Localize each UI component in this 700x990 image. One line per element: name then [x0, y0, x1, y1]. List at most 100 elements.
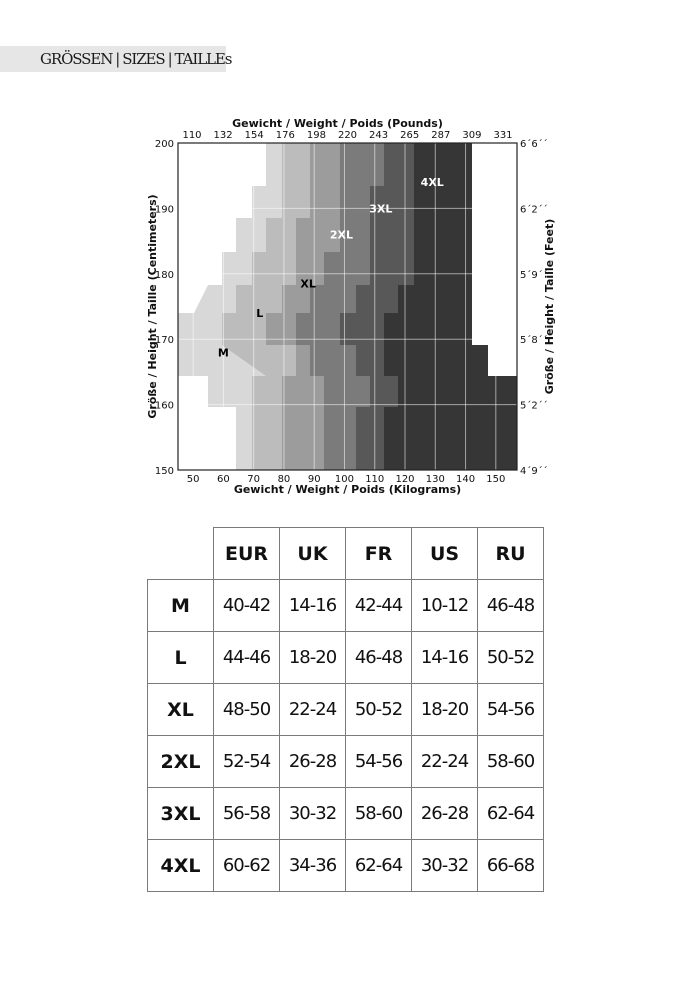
column-header-fr: FR: [345, 527, 412, 580]
x-tick-label-top: 132: [214, 130, 233, 141]
size-region-label: 2XL: [330, 229, 353, 242]
table-row: XL 48-50 22-24 50-52 18-20 54-56: [147, 683, 544, 736]
table-cell: 58-60: [477, 735, 544, 788]
chart-empty-area: [472, 143, 517, 376]
table-cell: 40-42: [213, 579, 280, 632]
size-region-label: L: [256, 307, 263, 320]
table-cell: 14-16: [411, 631, 478, 684]
table-cell: 54-56: [477, 683, 544, 736]
table-row: 4XL 60-62 34-36 62-64 30-32 66-68: [147, 839, 544, 892]
table-cell: 50-52: [477, 631, 544, 684]
column-header-eur: EUR: [213, 527, 280, 580]
x-tick-label: 70: [247, 474, 260, 485]
y-tick-label-right: 6´6´´: [520, 138, 548, 150]
x-tick-label: 50: [187, 474, 200, 485]
x-tick-label-top: 287: [431, 130, 450, 141]
x-tick-label-top: 220: [338, 130, 357, 141]
size-chart: M L XL 2XL 3XL 4XL 50 60 70 80 90 100 110 120 130 140 15…: [146, 117, 556, 496]
y-tick-label: 200: [155, 139, 174, 150]
x-tick-label-top: 243: [369, 130, 388, 141]
page-title: GRÖSSEN | SIZES | TAILLEs: [40, 50, 233, 68]
y-tick-label: 190: [155, 204, 174, 215]
x-tick-label: 100: [335, 474, 354, 485]
title-word-fr: TAILLEs: [174, 50, 233, 68]
table-cell: 22-24: [279, 683, 346, 736]
y-tick-label-right: 4´9´´: [520, 465, 548, 477]
table-corner-cell: [147, 527, 214, 580]
table-cell: 22-24: [411, 735, 478, 788]
size-label: M: [147, 579, 214, 632]
table-cell: 18-20: [279, 631, 346, 684]
table-cell: 52-54: [213, 735, 280, 788]
table-cell: 54-56: [345, 735, 412, 788]
size-label: 4XL: [147, 839, 214, 892]
x-tick-label-top: 154: [245, 130, 264, 141]
table-cell: 18-20: [411, 683, 478, 736]
x-tick-label-top: 176: [276, 130, 295, 141]
table-cell: 34-36: [279, 839, 346, 892]
x-tick-label-top: 309: [462, 130, 481, 141]
title-word-de: GRÖSSEN: [40, 50, 113, 68]
x-tick-label-top: 331: [493, 130, 512, 141]
size-region-4xl: [384, 143, 517, 470]
table-cell: 62-64: [477, 787, 544, 840]
x-tick-label: 140: [456, 474, 475, 485]
table-row: 3XL 56-58 30-32 58-60 26-28 62-64: [147, 787, 544, 840]
size-region-label: 4XL: [421, 176, 444, 189]
x-tick-label-top: 110: [182, 130, 201, 141]
table-header-row: EUR UK FR US RU: [147, 527, 544, 580]
table-cell: 46-48: [477, 579, 544, 632]
size-region-label: 3XL: [369, 202, 392, 215]
y-tick-label-right: 6´2´´: [520, 203, 548, 215]
table-cell: 44-46: [213, 631, 280, 684]
table-cell: 48-50: [213, 683, 280, 736]
column-header-ru: RU: [477, 527, 544, 580]
size-conversion-table: EUR UK FR US RU M 40-42 14-16 42-44 10-1…: [147, 527, 544, 892]
title-separator: |: [167, 50, 173, 68]
table-cell: 30-32: [411, 839, 478, 892]
table-cell: 30-32: [279, 787, 346, 840]
size-label: XL: [147, 683, 214, 736]
column-header-uk: UK: [279, 527, 346, 580]
table-cell: 26-28: [279, 735, 346, 788]
y-tick-label: 170: [155, 335, 174, 346]
size-label: L: [147, 631, 214, 684]
table-row: M 40-42 14-16 42-44 10-12 46-48: [147, 579, 544, 632]
title-separator: |: [115, 50, 120, 68]
y-tick-label-right: 5´9´´: [520, 269, 548, 281]
chart-frame: [177, 142, 518, 471]
table-cell: 14-16: [279, 579, 346, 632]
x-tick-label-top: 265: [400, 130, 419, 141]
x-tick-label: 80: [278, 474, 291, 485]
x-tick-label: 150: [486, 474, 505, 485]
table-row: L 44-46 18-20 46-48 14-16 50-52: [147, 631, 544, 684]
x-tick-label: 120: [395, 474, 414, 485]
x-axis-title-bottom: Gewicht / Weight / Poids (Kilograms): [234, 483, 461, 496]
x-tick-label: 110: [365, 474, 384, 485]
column-header-us: US: [411, 527, 478, 580]
y-tick-label: 150: [155, 466, 174, 477]
table-cell: 26-28: [411, 787, 478, 840]
size-label: 2XL: [147, 735, 214, 788]
size-label: 3XL: [147, 787, 214, 840]
y-tick-label: 180: [155, 270, 174, 281]
size-region-label: M: [218, 346, 229, 359]
table-cell: 58-60: [345, 787, 412, 840]
table-cell: 46-48: [345, 631, 412, 684]
x-tick-label: 130: [426, 474, 445, 485]
table-cell: 10-12: [411, 579, 478, 632]
x-axis-title-top: Gewicht / Weight / Poids (Pounds): [232, 117, 443, 130]
y-axis-title-left: Größe / Height / Taille (Centimeters): [146, 194, 159, 418]
x-tick-label: 60: [217, 474, 230, 485]
size-region-label: XL: [300, 278, 316, 291]
table-cell: 66-68: [477, 839, 544, 892]
y-axis-title-right: Größe / Height / Taille (Feet): [543, 219, 556, 395]
table-cell: 50-52: [345, 683, 412, 736]
title-word-en: SIZES: [122, 50, 165, 68]
x-tick-label: 90: [308, 474, 321, 485]
chart-empty-area: [178, 376, 236, 470]
table-cell: 56-58: [213, 787, 280, 840]
y-tick-label-right: 5´8´´: [520, 334, 548, 346]
x-tick-label-top: 198: [307, 130, 326, 141]
table-row: 2XL 52-54 26-28 54-56 22-24 58-60: [147, 735, 544, 788]
